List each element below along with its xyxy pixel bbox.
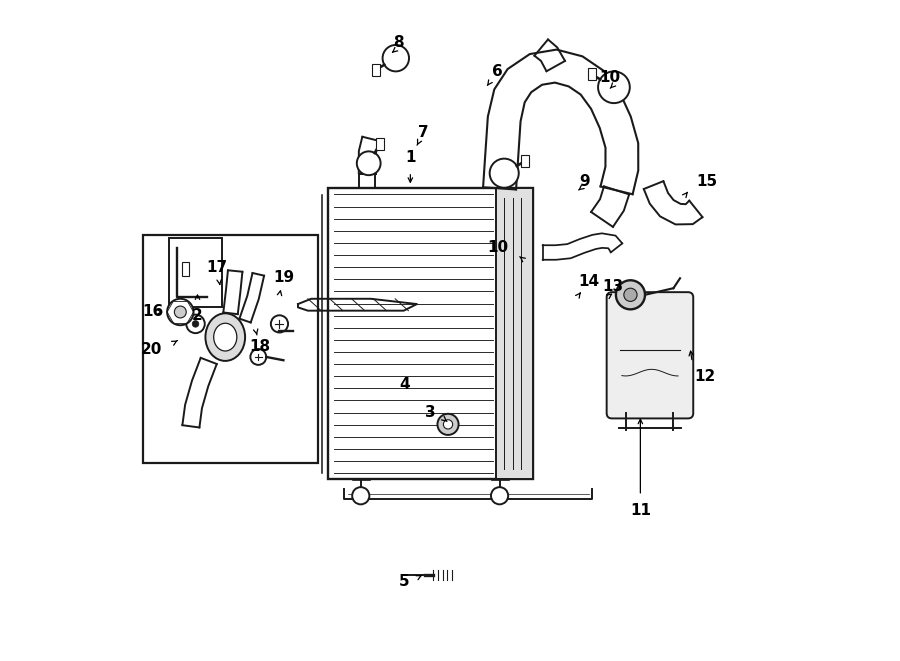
Bar <box>169 238 222 307</box>
Circle shape <box>271 315 288 332</box>
Bar <box>496 188 533 479</box>
Ellipse shape <box>213 323 237 351</box>
Text: 20: 20 <box>141 342 163 356</box>
Text: 6: 6 <box>492 64 503 79</box>
Text: 2: 2 <box>192 308 202 323</box>
Ellipse shape <box>205 313 245 361</box>
Text: 10: 10 <box>599 71 620 85</box>
Circle shape <box>186 315 205 333</box>
Circle shape <box>624 288 637 301</box>
Text: 19: 19 <box>273 270 294 285</box>
Text: 15: 15 <box>697 174 717 188</box>
Text: 12: 12 <box>695 369 716 384</box>
Text: 3: 3 <box>425 405 436 420</box>
FancyBboxPatch shape <box>521 155 529 167</box>
Text: 17: 17 <box>207 260 228 274</box>
Circle shape <box>356 151 381 175</box>
Text: 7: 7 <box>418 125 429 139</box>
Circle shape <box>193 321 199 327</box>
Text: 11: 11 <box>630 503 651 518</box>
Text: 14: 14 <box>578 274 599 289</box>
FancyBboxPatch shape <box>375 138 383 150</box>
Circle shape <box>175 306 186 318</box>
Circle shape <box>382 45 409 71</box>
Bar <box>328 188 533 479</box>
FancyBboxPatch shape <box>607 292 693 418</box>
Text: 16: 16 <box>142 305 164 319</box>
Text: 8: 8 <box>393 36 404 50</box>
Bar <box>183 262 189 276</box>
Text: 5: 5 <box>399 574 409 589</box>
Circle shape <box>444 420 453 429</box>
Circle shape <box>490 159 518 188</box>
Circle shape <box>616 280 645 309</box>
Text: 13: 13 <box>602 279 623 293</box>
Text: 9: 9 <box>580 174 590 188</box>
Circle shape <box>491 487 508 504</box>
Circle shape <box>352 487 369 504</box>
Bar <box>142 235 318 463</box>
Circle shape <box>250 349 266 365</box>
Text: 1: 1 <box>405 150 416 165</box>
FancyBboxPatch shape <box>372 63 380 75</box>
Circle shape <box>167 299 194 325</box>
Circle shape <box>598 71 630 103</box>
Text: 10: 10 <box>487 241 508 255</box>
Text: 18: 18 <box>249 339 270 354</box>
Circle shape <box>437 414 459 435</box>
FancyBboxPatch shape <box>588 68 596 81</box>
Text: 4: 4 <box>400 377 410 392</box>
